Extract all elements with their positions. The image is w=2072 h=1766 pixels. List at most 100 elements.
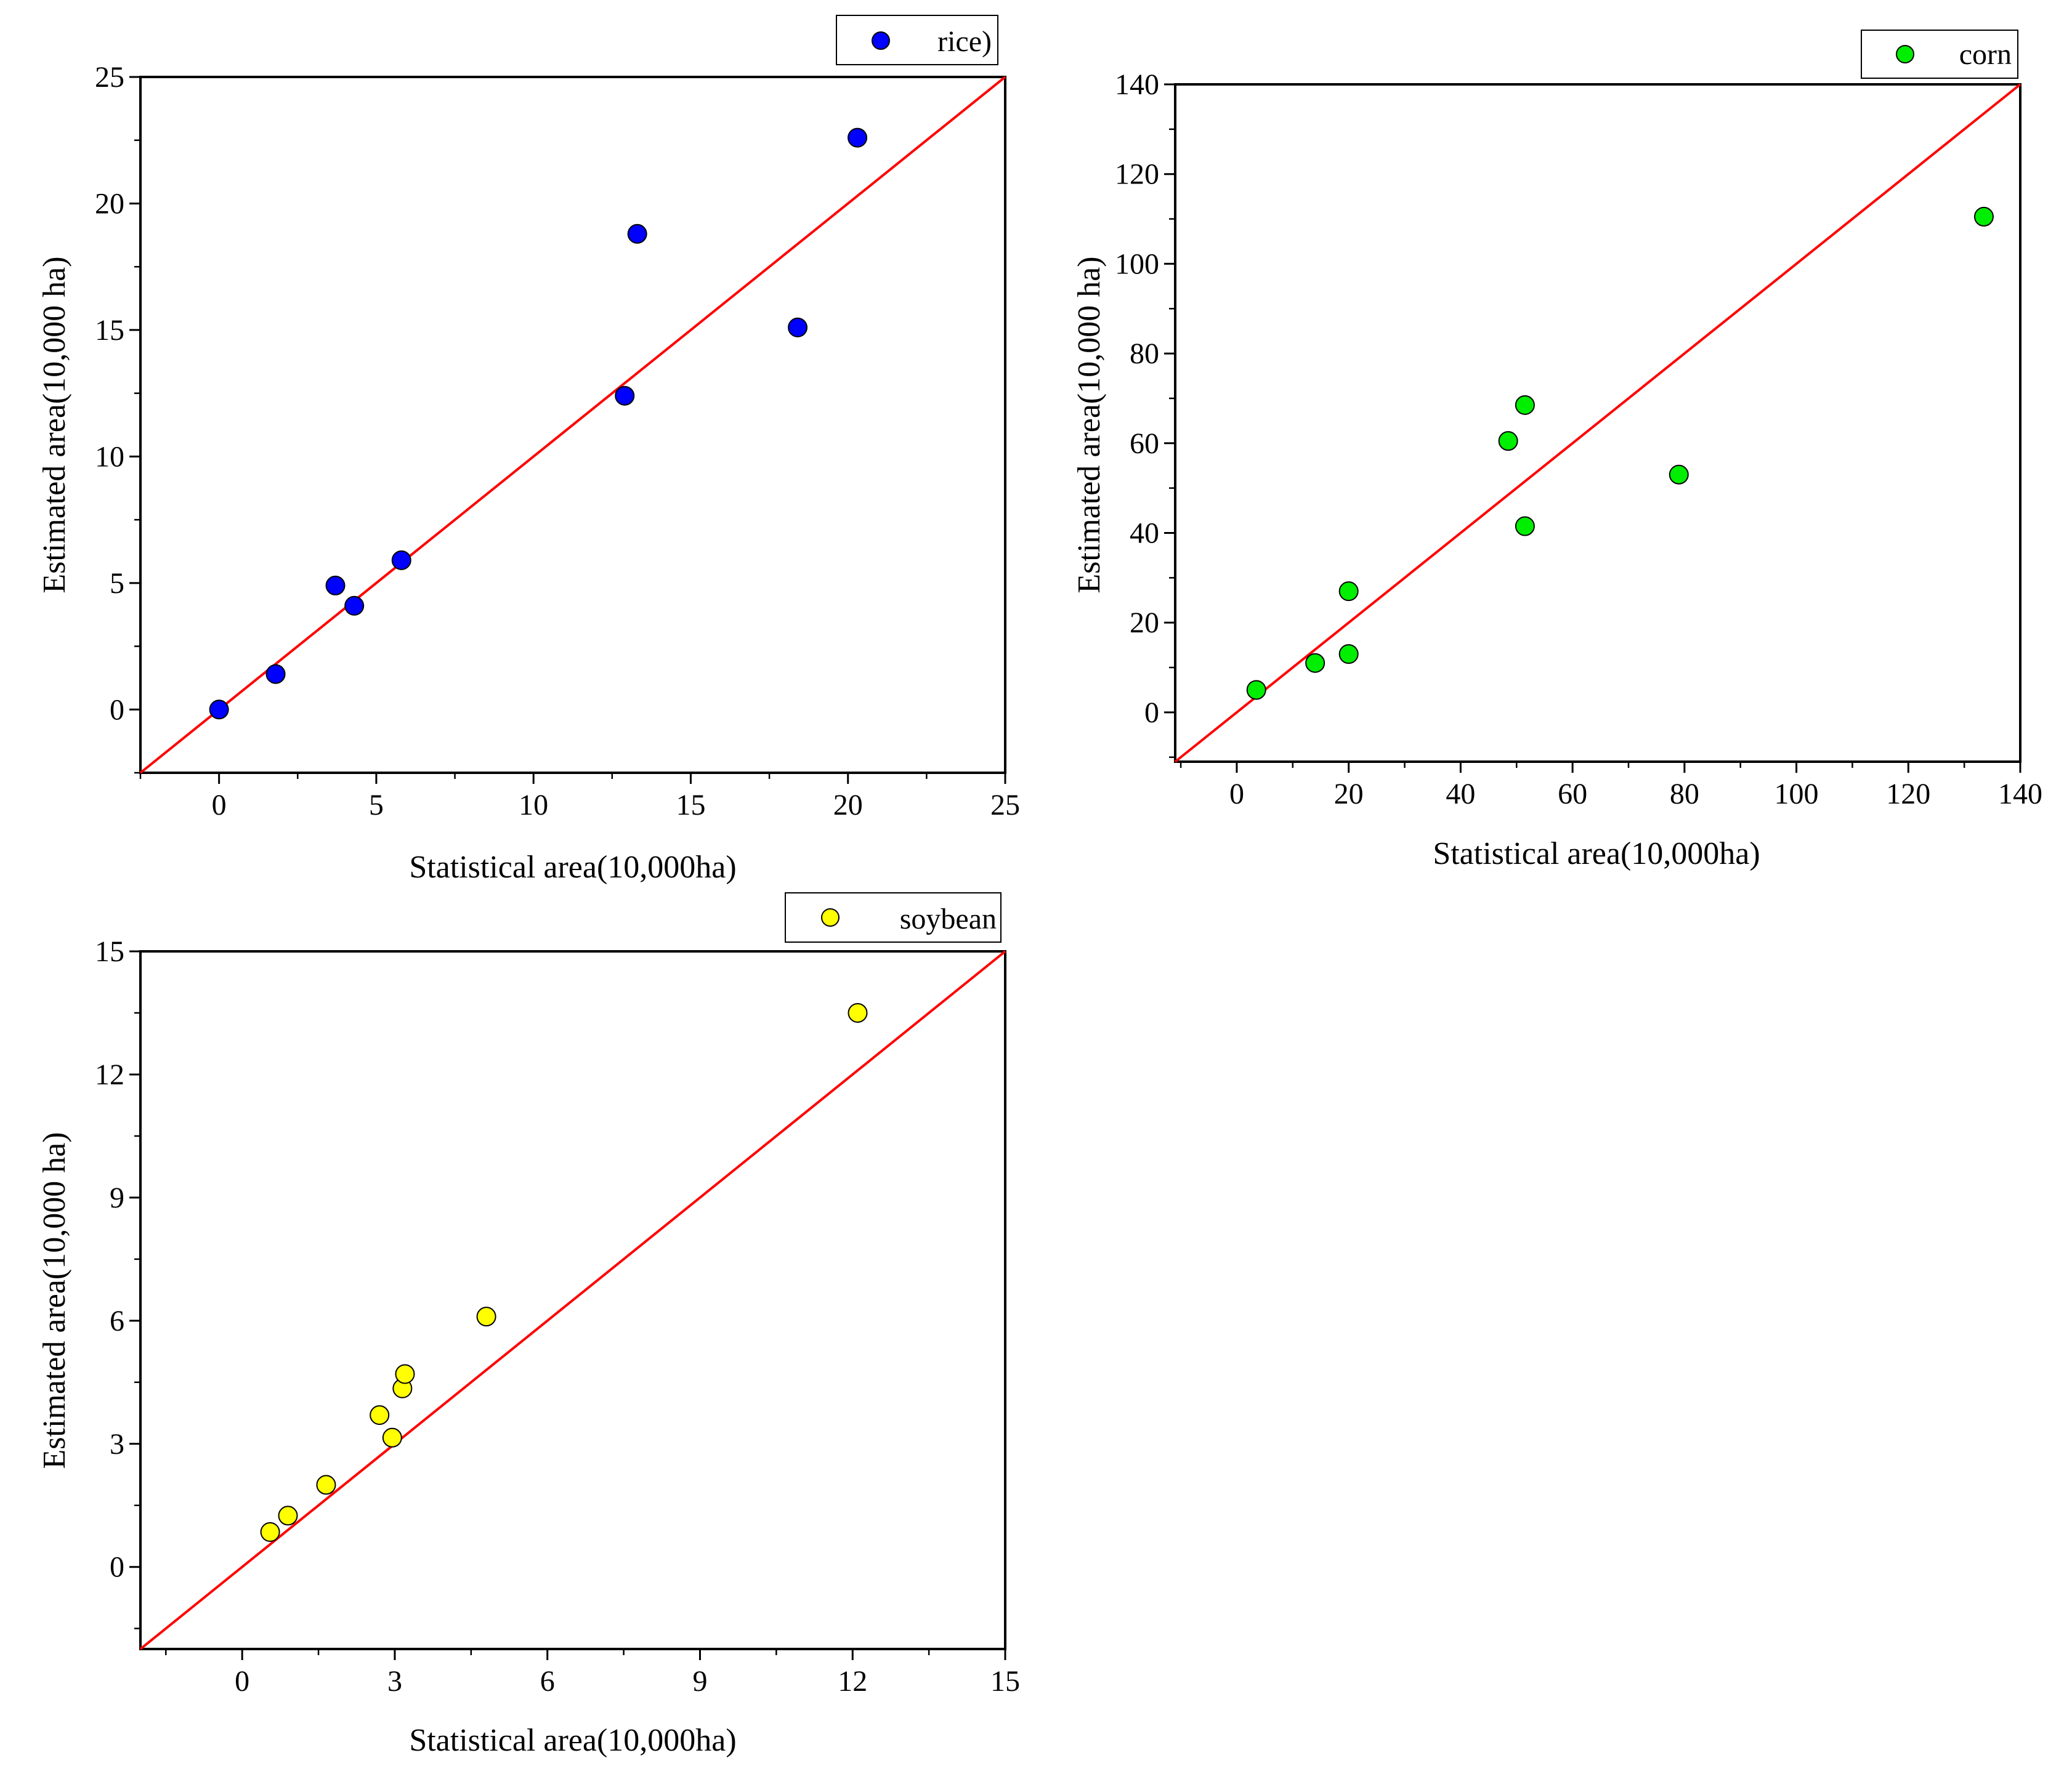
y-tick-label: 15 — [95, 314, 124, 347]
y-tick-label: 15 — [95, 935, 124, 968]
y-tick-label: 60 — [1130, 427, 1159, 460]
x-axis-title: Statistical area(10,000ha) — [409, 850, 736, 885]
data-points — [209, 127, 868, 720]
legend: rice) — [836, 15, 998, 65]
y-tick-label: 3 — [110, 1428, 124, 1461]
y-tick-label: 12 — [95, 1058, 124, 1091]
y-tick-label: 10 — [95, 440, 124, 473]
y-tick-labels: 0 3 6 9 12 15 — [95, 935, 124, 1584]
data-point — [265, 664, 286, 684]
legend: soybean — [785, 892, 1002, 943]
x-tick-label: 80 — [1670, 778, 1699, 810]
axis-ticks — [129, 950, 1006, 1660]
x-tick-label: 0 — [212, 789, 227, 821]
identity-line — [1174, 83, 2021, 763]
y-tick-label: 120 — [1115, 158, 1159, 191]
axis-ticks — [1164, 83, 2021, 773]
y-tick-label: 20 — [1130, 607, 1159, 639]
y-tick-label: 40 — [1130, 517, 1159, 549]
chart-panel-corn: 0 20 40 60 80 100 120 140 0 20 40 60 80 100 120 140 St… — [1072, 30, 2042, 871]
data-point — [391, 550, 411, 570]
data-point — [1305, 653, 1325, 673]
x-tick-label: 60 — [1558, 778, 1587, 810]
y-tick-label: 20 — [95, 187, 124, 220]
y-axis-title: Estimated area(10,000 ha) — [1072, 256, 1107, 593]
legend: corn — [1861, 30, 2018, 79]
legend-box — [836, 15, 998, 65]
data-point — [788, 317, 808, 337]
data-point — [1246, 680, 1266, 700]
x-tick-label: 15 — [990, 1665, 1020, 1698]
data-point — [370, 1405, 390, 1425]
y-axis-title: Estimated area(10,000 ha) — [37, 1132, 72, 1469]
x-tick-labels: 0 3 6 9 12 15 — [235, 1665, 1020, 1698]
y-tick-label: 140 — [1115, 68, 1159, 101]
x-tick-label: 25 — [990, 789, 1020, 821]
x-tick-label: 20 — [833, 789, 863, 821]
y-tick-label: 0 — [110, 1551, 124, 1584]
y-tick-label: 6 — [110, 1305, 124, 1337]
x-tick-label: 40 — [1446, 778, 1475, 810]
x-tick-label: 6 — [540, 1665, 555, 1698]
legend-marker — [1896, 45, 1914, 63]
legend-label: corn — [1959, 38, 2012, 71]
data-point — [615, 385, 635, 406]
y-tick-label: 25 — [95, 61, 124, 94]
y-tick-label: 80 — [1130, 337, 1159, 370]
data-point — [1515, 395, 1535, 415]
legend-marker — [872, 31, 890, 50]
y-tick-label: 0 — [110, 693, 124, 726]
y-tick-labels: 0 20 40 60 80 100 120 140 — [1115, 68, 1159, 729]
x-tick-label: 20 — [1334, 778, 1364, 810]
data-points — [260, 1002, 868, 1542]
x-tick-label: 100 — [1775, 778, 1819, 810]
legend-marker — [821, 908, 840, 927]
x-tick-label: 10 — [519, 789, 548, 821]
y-axis-title: Estimated area(10,000 ha) — [37, 256, 72, 593]
legend-label: soybean — [900, 903, 997, 935]
x-tick-label: 0 — [235, 1665, 249, 1698]
y-tick-label: 100 — [1115, 248, 1159, 280]
y-tick-label: 5 — [110, 567, 124, 600]
x-axis-title: Statistical area(10,000ha) — [1433, 836, 1760, 871]
chart-panel-rice: 0 5 10 15 20 25 0 5 10 15 20 25 Statistical area(1… — [37, 15, 1020, 885]
x-tick-label: 0 — [1229, 778, 1244, 810]
data-point — [1498, 431, 1518, 451]
chart-panel-soybean: 0 3 6 9 12 15 0 3 6 9 12 15 Statistical area(10,00… — [37, 892, 1020, 1758]
x-tick-label: 12 — [838, 1665, 867, 1698]
data-point — [260, 1522, 280, 1542]
x-tick-label: 120 — [1886, 778, 1930, 810]
legend-box — [1861, 30, 2018, 79]
axis-ticks — [129, 76, 1006, 784]
data-point — [382, 1427, 402, 1448]
x-tick-labels: 0 5 10 15 20 25 — [212, 789, 1020, 821]
identity-line — [139, 76, 1006, 774]
x-tick-labels: 0 20 40 60 80 100 120 140 — [1229, 778, 2042, 810]
data-point — [1515, 516, 1535, 536]
x-tick-label: 3 — [387, 1665, 402, 1698]
x-tick-label: 5 — [369, 789, 384, 821]
x-axis-title: Statistical area(10,000ha) — [409, 1723, 736, 1758]
x-tick-label: 140 — [1998, 778, 2042, 810]
data-point — [344, 595, 365, 616]
data-point — [1973, 206, 1994, 227]
data-point — [848, 1002, 868, 1023]
data-point — [476, 1307, 496, 1327]
y-tick-label: 0 — [1144, 696, 1159, 729]
legend-label: rice) — [937, 25, 992, 58]
data-point — [1338, 581, 1359, 602]
data-point — [325, 575, 346, 595]
data-point — [316, 1475, 336, 1495]
plot-frame — [1174, 83, 2021, 763]
data-point — [1338, 644, 1359, 664]
x-tick-label: 9 — [692, 1665, 707, 1698]
plot-frame — [139, 950, 1006, 1650]
data-point — [209, 700, 229, 720]
data-points — [1246, 206, 1994, 700]
y-tick-labels: 0 5 10 15 20 25 — [95, 61, 124, 726]
plot-frame — [139, 76, 1006, 774]
data-point — [395, 1364, 415, 1384]
data-point — [1669, 464, 1689, 485]
data-point — [627, 224, 647, 244]
